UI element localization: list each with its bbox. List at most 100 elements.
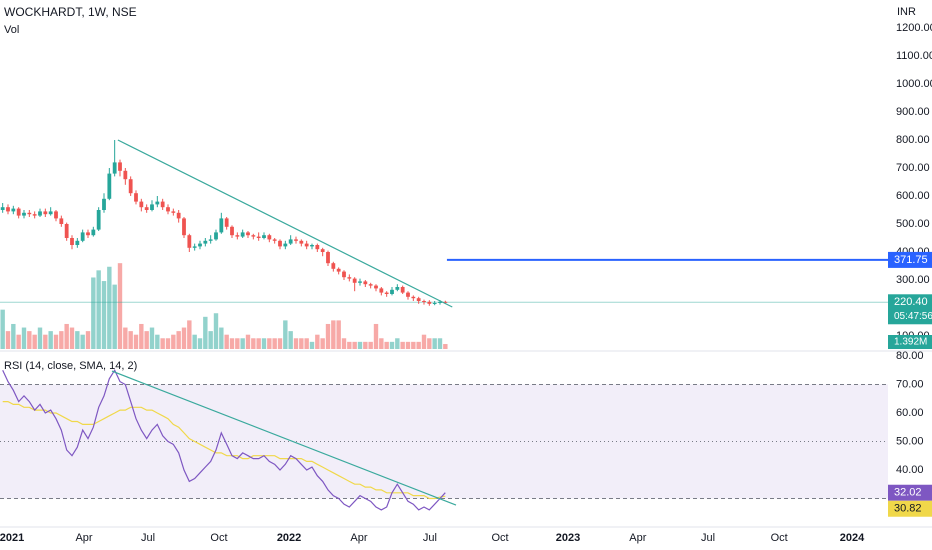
volume-bar xyxy=(363,341,368,349)
candle-body xyxy=(230,226,234,236)
candle-body xyxy=(43,211,48,215)
candle-body xyxy=(320,249,325,252)
volume-bar xyxy=(256,338,261,349)
volume-bar xyxy=(69,327,75,349)
volume-bar xyxy=(325,323,331,349)
volume-bar xyxy=(43,334,48,349)
candle-body xyxy=(134,193,138,202)
symbol-title[interactable]: WOCKHARDT, 1W, NSE xyxy=(4,5,137,19)
candle-body xyxy=(198,243,202,247)
candle-body xyxy=(171,211,176,213)
time-tick-label: Apr xyxy=(629,532,646,544)
volume-bar xyxy=(59,331,64,349)
candle-body xyxy=(38,211,42,216)
volume-bar xyxy=(32,334,37,349)
candle-body xyxy=(278,240,282,247)
volume-bar xyxy=(416,341,421,349)
volume-bar xyxy=(299,338,304,349)
candle-body xyxy=(246,232,250,236)
volume-bar xyxy=(261,338,267,349)
trendline xyxy=(111,370,457,506)
time-tick-label: Oct xyxy=(771,532,788,544)
time-tick-label: 2023 xyxy=(556,532,580,544)
candle-body xyxy=(192,246,197,248)
candle-body xyxy=(70,238,74,245)
volume-bar xyxy=(341,338,347,349)
rsi-line xyxy=(2,401,446,500)
candle-body xyxy=(107,173,112,199)
candle-body xyxy=(374,285,378,289)
rsi-tick-label: 60.00 xyxy=(896,407,924,419)
volume-bar xyxy=(240,338,245,349)
candle-body xyxy=(219,218,224,233)
volume-bar xyxy=(0,309,5,349)
volume-bar xyxy=(373,323,379,349)
volume-bar xyxy=(389,341,395,349)
candle-body xyxy=(235,235,240,237)
volume-bar xyxy=(107,266,112,349)
candle-body xyxy=(16,208,21,216)
volume-bar xyxy=(293,338,299,349)
volume-bar xyxy=(315,334,320,349)
volume-bar xyxy=(395,338,400,349)
candle-body xyxy=(406,292,410,297)
candle-body xyxy=(11,208,16,212)
volume-bar xyxy=(336,320,341,349)
candle-body xyxy=(326,252,330,264)
rsi-tick-label: 40.00 xyxy=(896,464,924,476)
time-tick-label: Jul xyxy=(141,532,155,544)
volume-bar xyxy=(91,277,96,349)
volume-bar xyxy=(251,338,256,349)
candle-body xyxy=(128,179,133,194)
volume-bar xyxy=(320,338,325,349)
volume-bar xyxy=(181,327,187,349)
volume-title[interactable]: Vol xyxy=(4,24,19,36)
volume-bar xyxy=(187,320,192,349)
volume-bar xyxy=(27,331,32,349)
volume-bar xyxy=(165,338,171,349)
volume-bar xyxy=(171,334,176,349)
volume-bar xyxy=(357,341,363,349)
volume-bar xyxy=(80,334,85,349)
volume-bar xyxy=(75,331,80,349)
candle-body xyxy=(262,235,266,238)
candle-body xyxy=(352,278,357,283)
volume-bar xyxy=(112,284,117,349)
volume-bar xyxy=(176,331,181,349)
candle-body xyxy=(150,204,154,210)
candle-body xyxy=(283,243,288,247)
trendline xyxy=(117,139,453,308)
volume-bar xyxy=(352,341,357,349)
volume-bar xyxy=(160,338,165,349)
candle-body xyxy=(203,240,208,244)
candle-body xyxy=(267,235,272,240)
candle-body xyxy=(288,239,293,244)
currency: INR xyxy=(897,6,916,18)
volume-bar xyxy=(192,334,197,349)
volume-bar xyxy=(197,338,203,349)
volume-bar xyxy=(267,338,272,349)
candle-body xyxy=(32,214,37,216)
time-tick-label: 2024 xyxy=(840,532,865,544)
volume-bar xyxy=(272,338,277,349)
candle-body xyxy=(27,212,32,215)
candle-body xyxy=(75,240,80,245)
candle-body xyxy=(208,239,213,241)
candle-body xyxy=(240,232,245,237)
candle-body xyxy=(272,239,277,241)
rsi-title[interactable]: RSI (14, close, SMA, 14, 2) xyxy=(4,360,137,372)
rsi-last-label: 30.82 xyxy=(894,503,922,515)
candle-body xyxy=(416,298,421,301)
volume-bar xyxy=(400,341,405,349)
candle-body xyxy=(411,296,416,299)
candle-body xyxy=(384,292,389,294)
time-tick-label: Apr xyxy=(75,532,92,544)
candle-body xyxy=(427,301,432,304)
candle-body xyxy=(347,277,352,279)
candle-body xyxy=(331,263,336,269)
plot-layer xyxy=(0,139,888,511)
volume-bar xyxy=(139,323,144,349)
candle-body xyxy=(256,236,261,238)
